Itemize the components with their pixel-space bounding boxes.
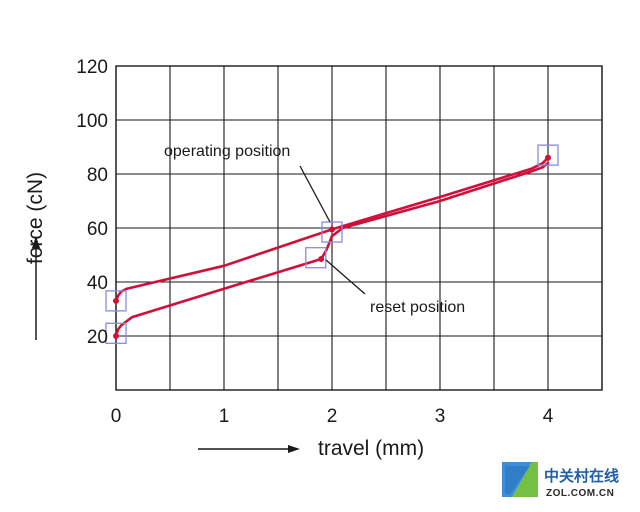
- watermark-cn: 中关村在线: [544, 467, 619, 485]
- highlight-box: [305, 247, 327, 269]
- highlight-box: [105, 290, 127, 312]
- highlight-box: [537, 144, 559, 166]
- highlight-box: [321, 221, 343, 243]
- x-tick-label: 4: [543, 406, 554, 427]
- curves: [114, 156, 550, 338]
- x-tick-label: 1: [219, 406, 230, 427]
- data-markers: [113, 154, 551, 339]
- series-line-1: [114, 161, 550, 338]
- x-tick-label: 3: [435, 406, 446, 427]
- highlight-boxes: [105, 144, 559, 344]
- data-point: [113, 297, 119, 304]
- data-point: [113, 333, 119, 339]
- y-tick-label: 60: [87, 219, 108, 240]
- watermark-en: ZOL.COM.CN: [546, 488, 614, 499]
- data-point: [545, 154, 551, 161]
- y-tick-label: 20: [87, 327, 108, 348]
- y-tick-label: 120: [76, 57, 108, 78]
- watermark-logo: 中关村在线 ZOL.COM.CN: [502, 462, 619, 499]
- annotation-reset-position: reset position: [370, 299, 465, 316]
- x-axis-title: travel (mm): [318, 437, 424, 460]
- y-tick-label: 40: [87, 273, 108, 294]
- tick-labels: 0 1 2 3 4 20 40 60 80 100 120: [76, 57, 553, 427]
- highlight-box: [105, 322, 127, 344]
- zol-logo-icon: [502, 462, 538, 497]
- data-point: [318, 256, 325, 263]
- y-tick-label: 80: [87, 165, 108, 186]
- x-tick-label: 0: [111, 406, 122, 427]
- grid: [115, 65, 603, 391]
- annotation-reset-leader: [325, 259, 366, 295]
- plot-frame: [115, 65, 603, 391]
- annotation-operating-leader: [299, 165, 331, 223]
- data-point: [329, 226, 335, 233]
- annotations: operating position reset position: [164, 143, 465, 316]
- x-tick-label: 2: [327, 406, 338, 427]
- series-line-0: [114, 156, 550, 303]
- y-axis-title: force (cN): [24, 172, 47, 264]
- y-tick-label: 100: [76, 111, 108, 132]
- y-direction-arrow: [32, 236, 40, 340]
- annotation-operating-position: operating position: [164, 143, 290, 160]
- x-direction-arrow: [198, 445, 300, 453]
